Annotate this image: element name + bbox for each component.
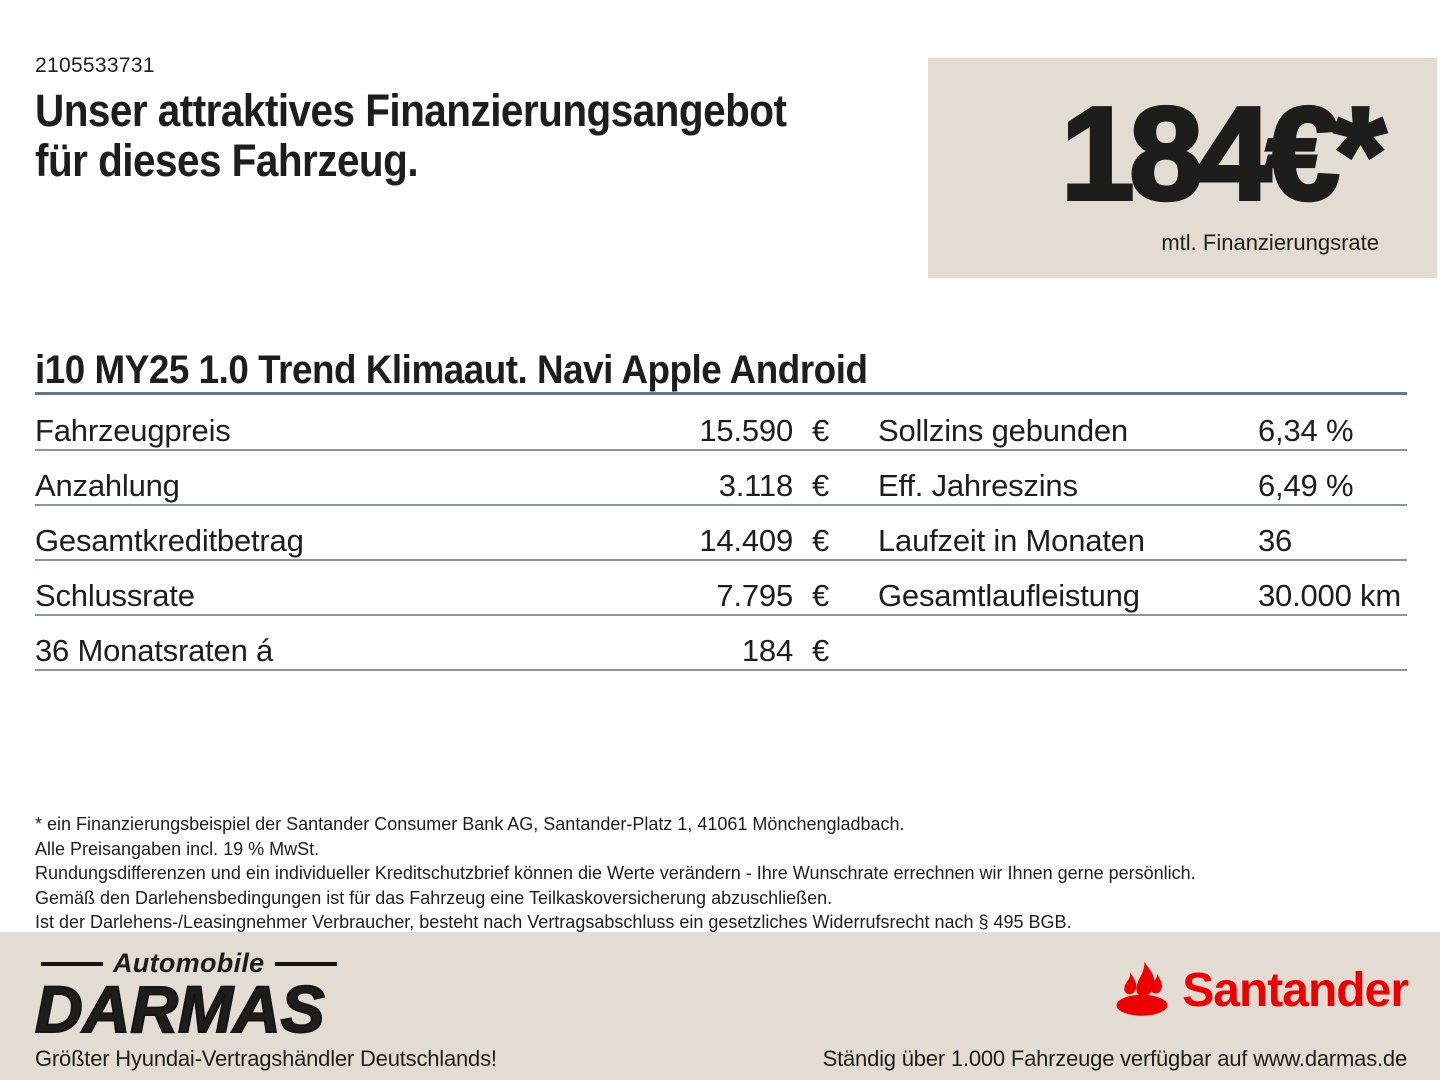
monthly-rate-amount: 184€* [1059, 80, 1388, 227]
page-title: Unser attraktives Finanzierungsangebot f… [35, 85, 787, 186]
row-value: 7.795 [716, 578, 793, 613]
row-divider [35, 669, 1407, 671]
row-label: Eff. Jahreszins [878, 468, 1078, 503]
row-unit: € [812, 633, 830, 668]
row-value: 15.590 [699, 413, 793, 448]
row-value: 30.000 km [1258, 578, 1401, 613]
row-label: Laufzeit in Monaten [878, 523, 1145, 558]
footer: Automobile DARMAS Santander Größter Hyun… [0, 932, 1440, 1080]
row-label: Gesamtkreditbetrag [35, 523, 304, 558]
row-label: Schlussrate [35, 578, 195, 613]
row-label: Fahrzeugpreis [35, 413, 231, 448]
darmas-logo-automobile: Automobile [113, 948, 265, 978]
disclaimer-line: Gemäß den Darlehensbedingungen ist für d… [35, 887, 833, 908]
darmas-logo-text: DARMAS [34, 972, 326, 1046]
vehicle-title: i10 MY25 1.0 Trend Klimaaut. Navi Apple … [35, 348, 868, 392]
row-divider [35, 504, 1407, 506]
vehicle-title-divider [35, 392, 1407, 395]
monthly-rate-caption: mtl. Finanzierungsrate [1161, 230, 1379, 255]
row-value: 184 [741, 633, 793, 668]
row-value: 14.409 [699, 523, 793, 558]
disclaimer-line: Rundungsdifferenzen und ein individuelle… [35, 863, 1196, 883]
offer-id: 2105533731 [35, 54, 155, 77]
row-value: 3.118 [718, 468, 793, 503]
row-divider [35, 614, 1407, 616]
footer-tagline-left: Größter Hyundai-Vertragshändler Deutschl… [35, 1046, 497, 1071]
table-row: Schlussrate 7.795 € Gesamtlaufleistung 3… [0, 570, 1440, 625]
row-unit: € [812, 468, 830, 503]
santander-flame-icon [1116, 961, 1168, 1016]
disclaimer: * ein Finanzierungsbeispiel der Santande… [35, 812, 1196, 935]
darmas-logo: Automobile DARMAS [34, 948, 337, 1046]
table-row: Anzahlung 3.118 € Eff. Jahreszins 6,49 % [0, 460, 1440, 515]
disclaimer-line: * ein Finanzierungsbeispiel der Santande… [35, 814, 905, 834]
row-divider [35, 449, 1407, 451]
row-label: Gesamtlaufleistung [878, 578, 1140, 613]
monthly-rate-box: 184€* mtl. Finanzierungsrate [928, 58, 1437, 278]
row-unit: € [812, 578, 830, 613]
disclaimer-line: Ist der Darlehens-/Leasingnehmer Verbrau… [35, 912, 1072, 932]
row-value: 6,34 % [1258, 413, 1354, 448]
row-unit: € [812, 413, 830, 448]
table-row: Gesamtkreditbetrag 14.409 € Laufzeit in … [0, 515, 1440, 570]
row-label: Sollzins gebunden [878, 413, 1128, 448]
row-label: Anzahlung [35, 468, 180, 503]
table-row: Fahrzeugpreis 15.590 € Sollzins gebunden… [0, 405, 1440, 460]
page-title-line1: Unser attraktives Finanzierungsangebot [35, 85, 787, 136]
darmas-logo-top: Automobile [35, 948, 337, 979]
table-row: 36 Monatsraten á 184 € [0, 625, 1440, 680]
darmas-logo-line-left [41, 961, 103, 966]
page-title-line2: für dieses Fahrzeug. [35, 135, 419, 186]
disclaimer-line: Alle Preisangaben incl. 19 % MwSt. [35, 838, 320, 859]
row-value: 36 [1258, 523, 1293, 558]
row-divider [35, 559, 1407, 561]
santander-logo-text: Santander [1182, 964, 1409, 1017]
row-value: 6,49 % [1258, 468, 1354, 503]
row-unit: € [812, 523, 830, 558]
footer-tagline-right: Ständig über 1.000 Fahrzeuge verfügbar a… [822, 1046, 1408, 1071]
row-label: 36 Monatsraten á [35, 633, 274, 668]
santander-logo: Santander [1115, 960, 1409, 1017]
darmas-logo-line-right [274, 961, 337, 966]
